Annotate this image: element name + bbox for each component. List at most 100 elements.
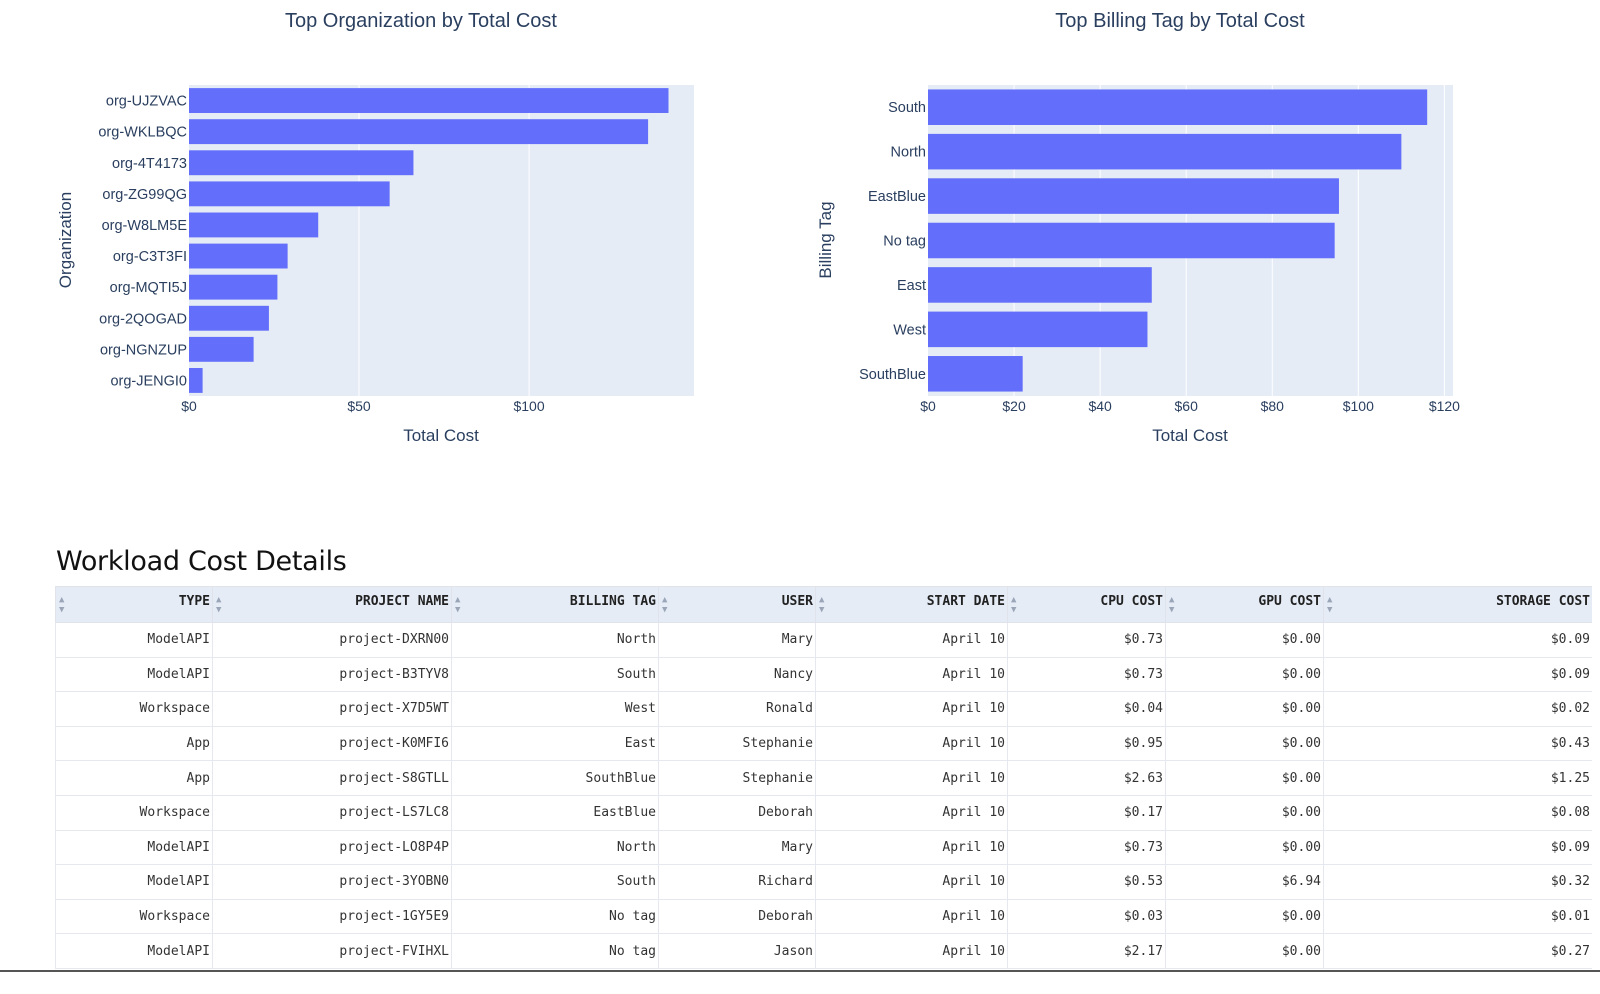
table-row[interactable]: App project-K0MFI6 East Stephanie April 10 $0…	[55, 725, 1592, 762]
sort-icon[interactable]: ▲ ▼	[1327, 595, 1333, 615]
tag-category-label: EastBlue	[868, 189, 926, 205]
table-cell-storage-cost: $0.09	[1323, 656, 1592, 693]
table-cell-type: Workspace	[55, 691, 213, 727]
table-cell-user: Mary	[658, 829, 816, 866]
table-cell-storage-cost: $0.09	[1323, 829, 1592, 866]
org-bar[interactable]	[189, 368, 203, 393]
sort-icon[interactable]: ▲ ▼	[59, 595, 65, 615]
org-bar[interactable]	[189, 243, 288, 269]
org-bar[interactable]	[189, 274, 278, 300]
org-category-label: org-JENGI0	[110, 373, 187, 389]
table-cell-gpu-cost: $0.00	[1165, 898, 1324, 935]
org-chart-title: Top Organization by Total Cost	[285, 10, 557, 32]
column-header-start-date[interactable]: ▲ ▼ START DATE	[815, 586, 1008, 623]
column-header-type[interactable]: ▲ ▼ TYPE	[55, 586, 213, 623]
tag-category-label: SouthBlue	[859, 367, 926, 383]
table-cell-billing-tag: West	[451, 691, 659, 727]
sort-icon[interactable]: ▲ ▼	[662, 595, 668, 615]
table-cell-storage-cost: $0.08	[1323, 794, 1592, 831]
table-cell-cpu-cost: $0.73	[1007, 622, 1166, 658]
table-cell-type: ModelAPI	[55, 622, 213, 658]
table-cell-gpu-cost: $0.00	[1165, 622, 1324, 658]
table-row[interactable]: ModelAPI project-LO8P4P North Mary April 10 $…	[55, 829, 1592, 866]
org-category-label: org-C3T3FI	[113, 249, 187, 265]
table-cell-project-name: project-K0MFI6	[212, 725, 452, 762]
table-cell-gpu-cost: $0.00	[1165, 933, 1324, 969]
table-cell-gpu-cost: $0.00	[1165, 725, 1324, 762]
org-bar[interactable]	[189, 212, 319, 238]
sort-icon[interactable]: ▲ ▼	[1169, 595, 1175, 615]
org-category-label: org-4T4173	[112, 156, 187, 172]
table-cell-user: Nancy	[658, 656, 816, 693]
table-cell-billing-tag: East	[451, 725, 659, 762]
table-cell-type: Workspace	[55, 794, 213, 831]
column-header-user[interactable]: ▲ ▼ USER	[658, 586, 816, 623]
sort-icon[interactable]: ▲ ▼	[819, 595, 825, 615]
table-cell-project-name: project-FVIHXL	[212, 933, 452, 969]
tag-bar[interactable]	[928, 267, 1152, 303]
table-row[interactable]: ModelAPI project-B3TYV8 South Nancy April 10…	[55, 656, 1592, 693]
table-cell-type: ModelAPI	[55, 864, 213, 900]
table-row[interactable]: Workspace project-LS7LC8 EastBlue Deborah Ap…	[55, 794, 1592, 831]
table-cell-cpu-cost: $0.95	[1007, 725, 1166, 762]
tag-chart-title: Top Billing Tag by Total Cost	[1055, 10, 1305, 32]
tag-bar[interactable]	[928, 311, 1148, 348]
org-bar[interactable]	[189, 305, 269, 331]
workload-cost-details-title: Workload Cost Details	[56, 546, 347, 577]
table-cell-type: App	[55, 760, 213, 796]
table-cell-type: ModelAPI	[55, 933, 213, 969]
tag-x-tick-label: $20	[1002, 398, 1026, 414]
table-cell-storage-cost: $0.32	[1323, 864, 1592, 900]
column-header-label: GPU COST	[1258, 594, 1321, 609]
billing-tag-cost-chart: Top Billing Tag by Total Cost South North…	[816, 10, 1460, 445]
org-category-label: org-NGNZUP	[100, 342, 187, 358]
table-row[interactable]: ModelAPI project-FVIHXL No tag Jason April 1…	[55, 933, 1592, 969]
sort-icon[interactable]: ▲ ▼	[455, 595, 461, 615]
org-y-axis-title: Organization	[56, 192, 75, 288]
tag-bar[interactable]	[928, 356, 1023, 392]
column-header-label: TYPE	[178, 594, 210, 609]
column-header-label: START DATE	[926, 594, 1005, 609]
tag-x-tick-label: $100	[1343, 398, 1374, 414]
tag-bar[interactable]	[928, 222, 1335, 259]
org-bar[interactable]	[189, 88, 669, 113]
table-row[interactable]: App project-S8GTLL SouthBlue Stephanie April…	[55, 760, 1592, 796]
tag-bar[interactable]	[928, 133, 1402, 170]
table-cell-billing-tag: No tag	[451, 898, 659, 935]
tag-category-label: No tag	[883, 234, 926, 250]
table-row[interactable]: Workspace project-X7D5WT West Ronald April 1…	[55, 691, 1592, 727]
table-cell-user: Stephanie	[658, 760, 816, 796]
org-x-tick-label: $50	[347, 398, 371, 414]
column-header-billing-tag[interactable]: ▲ ▼ BILLING TAG	[451, 586, 659, 623]
table-cell-cpu-cost: $0.73	[1007, 829, 1166, 866]
table-cell-cpu-cost: $0.73	[1007, 656, 1166, 693]
org-bar[interactable]	[189, 119, 649, 145]
org-bar[interactable]	[189, 336, 254, 362]
org-bar[interactable]	[189, 181, 390, 207]
org-category-label: org-ZG99QG	[102, 187, 187, 203]
table-cell-storage-cost: $0.27	[1323, 933, 1592, 969]
table-cell-start-date: April 10	[815, 933, 1008, 969]
tag-bar[interactable]	[928, 89, 1428, 125]
table-row[interactable]: ModelAPI project-3YOBN0 South Richard April …	[55, 864, 1592, 900]
tag-x-axis-title: Total Cost	[1152, 426, 1228, 445]
column-header-gpu-cost[interactable]: ▲ ▼ GPU COST	[1165, 586, 1324, 623]
table-cell-user: Richard	[658, 864, 816, 900]
table-cell-storage-cost: $0.02	[1323, 691, 1592, 727]
table-row[interactable]: ModelAPI project-DXRN00 North Mary April 10 $…	[55, 622, 1592, 658]
sort-icon[interactable]: ▲ ▼	[216, 595, 222, 615]
table-cell-start-date: April 10	[815, 794, 1008, 831]
tag-bar[interactable]	[928, 178, 1339, 214]
column-header-cpu-cost[interactable]: ▲ ▼ CPU COST	[1007, 586, 1166, 623]
table-cell-type: Workspace	[55, 898, 213, 935]
sort-icon[interactable]: ▲ ▼	[1011, 595, 1017, 615]
table-cell-billing-tag: SouthBlue	[451, 760, 659, 796]
org-bar[interactable]	[189, 150, 414, 176]
table-cell-gpu-cost: $0.00	[1165, 794, 1324, 831]
tag-category-label: South	[888, 100, 926, 116]
table-cell-gpu-cost: $0.00	[1165, 691, 1324, 727]
column-header-storage-cost[interactable]: ▲ ▼ STORAGE COST	[1323, 586, 1592, 623]
org-cost-chart: Top Organization by Total Cost org-UJZVA…	[56, 10, 694, 445]
column-header-project-name[interactable]: ▲ ▼ PROJECT NAME	[212, 586, 452, 623]
table-row[interactable]: Workspace project-1GY5E9 No tag Deborah Apri…	[55, 898, 1592, 935]
